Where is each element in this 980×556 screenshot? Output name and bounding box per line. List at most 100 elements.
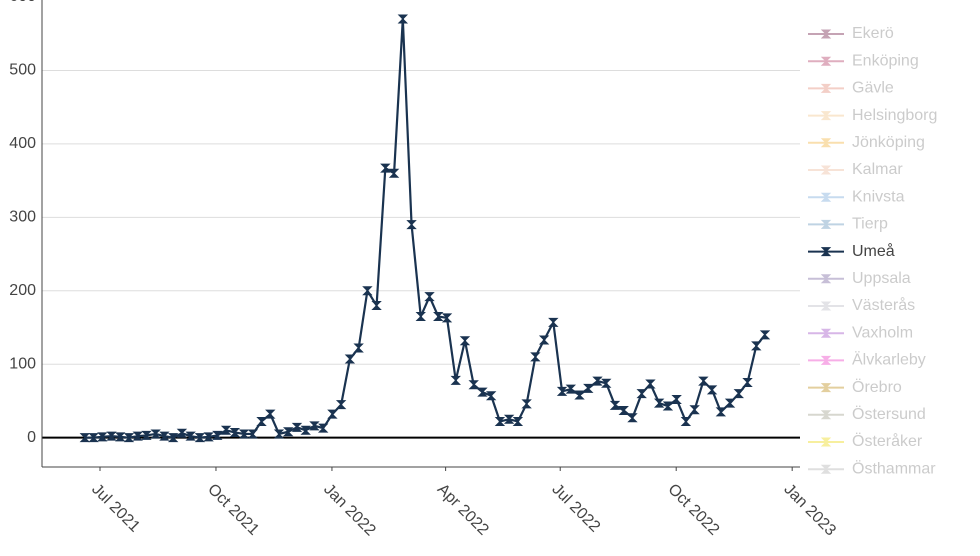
point (459, 336, 471, 346)
legend-label: Västerås (852, 296, 915, 314)
legend-marker (820, 464, 832, 474)
point (106, 431, 117, 441)
legend-item: Helsingborg (808, 107, 937, 124)
legend-item: Uppsala (808, 270, 911, 287)
y-tick-label: 200 (9, 282, 36, 299)
legend-label: Östhammar (852, 459, 936, 477)
point (574, 390, 585, 400)
point (645, 379, 656, 389)
point (115, 432, 126, 442)
point (185, 431, 196, 441)
legend-item: Östhammar (808, 459, 936, 477)
point (450, 375, 461, 385)
point (485, 391, 497, 401)
legend-item: Tierp (808, 216, 888, 233)
point (494, 416, 506, 426)
point (565, 384, 577, 394)
point (150, 429, 161, 439)
point (724, 398, 736, 408)
point (751, 341, 762, 351)
y-tick-label: 300 (9, 209, 36, 226)
point (521, 399, 532, 409)
legend-label: Kalmar (852, 161, 903, 178)
point (283, 427, 294, 437)
legend-label: Umeå (852, 242, 895, 260)
point (601, 378, 612, 388)
point (300, 425, 311, 435)
point (503, 414, 515, 424)
legend-marker (820, 138, 832, 148)
y-tick-label: 500 (9, 62, 36, 79)
legend-item: Jönköping (808, 134, 925, 151)
point (362, 286, 373, 296)
point (441, 313, 453, 323)
legend-label: Gävle (852, 80, 894, 97)
point (327, 409, 338, 419)
point (212, 430, 223, 440)
point (636, 389, 647, 399)
point (238, 429, 250, 439)
point (433, 311, 444, 321)
point (618, 405, 629, 415)
point (371, 300, 382, 310)
legend-label: Tierp (852, 216, 888, 233)
point (265, 409, 276, 419)
y-tick-label: 0 (27, 429, 36, 446)
legend-label: Ekerö (852, 25, 894, 42)
legend-item: Ekerö (808, 25, 894, 42)
point (159, 431, 170, 441)
point (477, 387, 488, 397)
legend-marker (820, 437, 832, 447)
legend-item: Älvkarleby (808, 351, 926, 369)
legend-marker (820, 83, 832, 93)
point (79, 433, 91, 443)
legend-label: Österåker (852, 432, 923, 450)
point (512, 416, 524, 426)
point (592, 376, 603, 386)
legend-marker (820, 219, 832, 229)
point (256, 416, 267, 426)
legend-item: Knivsta (808, 188, 905, 205)
point (380, 163, 391, 173)
legend-label: Enköping (852, 52, 919, 69)
point (344, 354, 356, 364)
point (132, 431, 143, 441)
point (583, 383, 594, 393)
legend-marker (820, 111, 832, 121)
point (698, 376, 709, 386)
legend-marker (820, 165, 832, 175)
point (759, 330, 771, 340)
legend-marker (820, 410, 832, 420)
legend-item: Umeå (808, 242, 895, 260)
legend-marker (820, 29, 832, 39)
point (335, 400, 347, 410)
point (556, 386, 568, 396)
legend-marker (820, 301, 832, 311)
point (653, 398, 665, 408)
point (97, 432, 108, 442)
legend-marker (820, 56, 832, 66)
legend-label: Helsingborg (852, 107, 937, 124)
legend-label: Vaxholm (852, 324, 913, 341)
legend-item: Enköping (808, 52, 919, 69)
point (689, 405, 700, 415)
legend-item: Örebro (808, 378, 902, 396)
legend-marker (820, 247, 832, 257)
legend-marker (820, 355, 832, 365)
point (680, 416, 692, 426)
legend-label: Jönköping (852, 134, 925, 151)
point (220, 425, 232, 435)
point (141, 430, 152, 440)
point (706, 385, 718, 395)
point (167, 433, 179, 443)
legend-item: Västerås (808, 296, 915, 314)
point (273, 429, 285, 439)
point (538, 335, 550, 345)
point (609, 400, 621, 410)
point (742, 378, 753, 388)
point (548, 317, 559, 327)
legend-item: Kalmar (808, 161, 903, 178)
point (627, 413, 638, 423)
